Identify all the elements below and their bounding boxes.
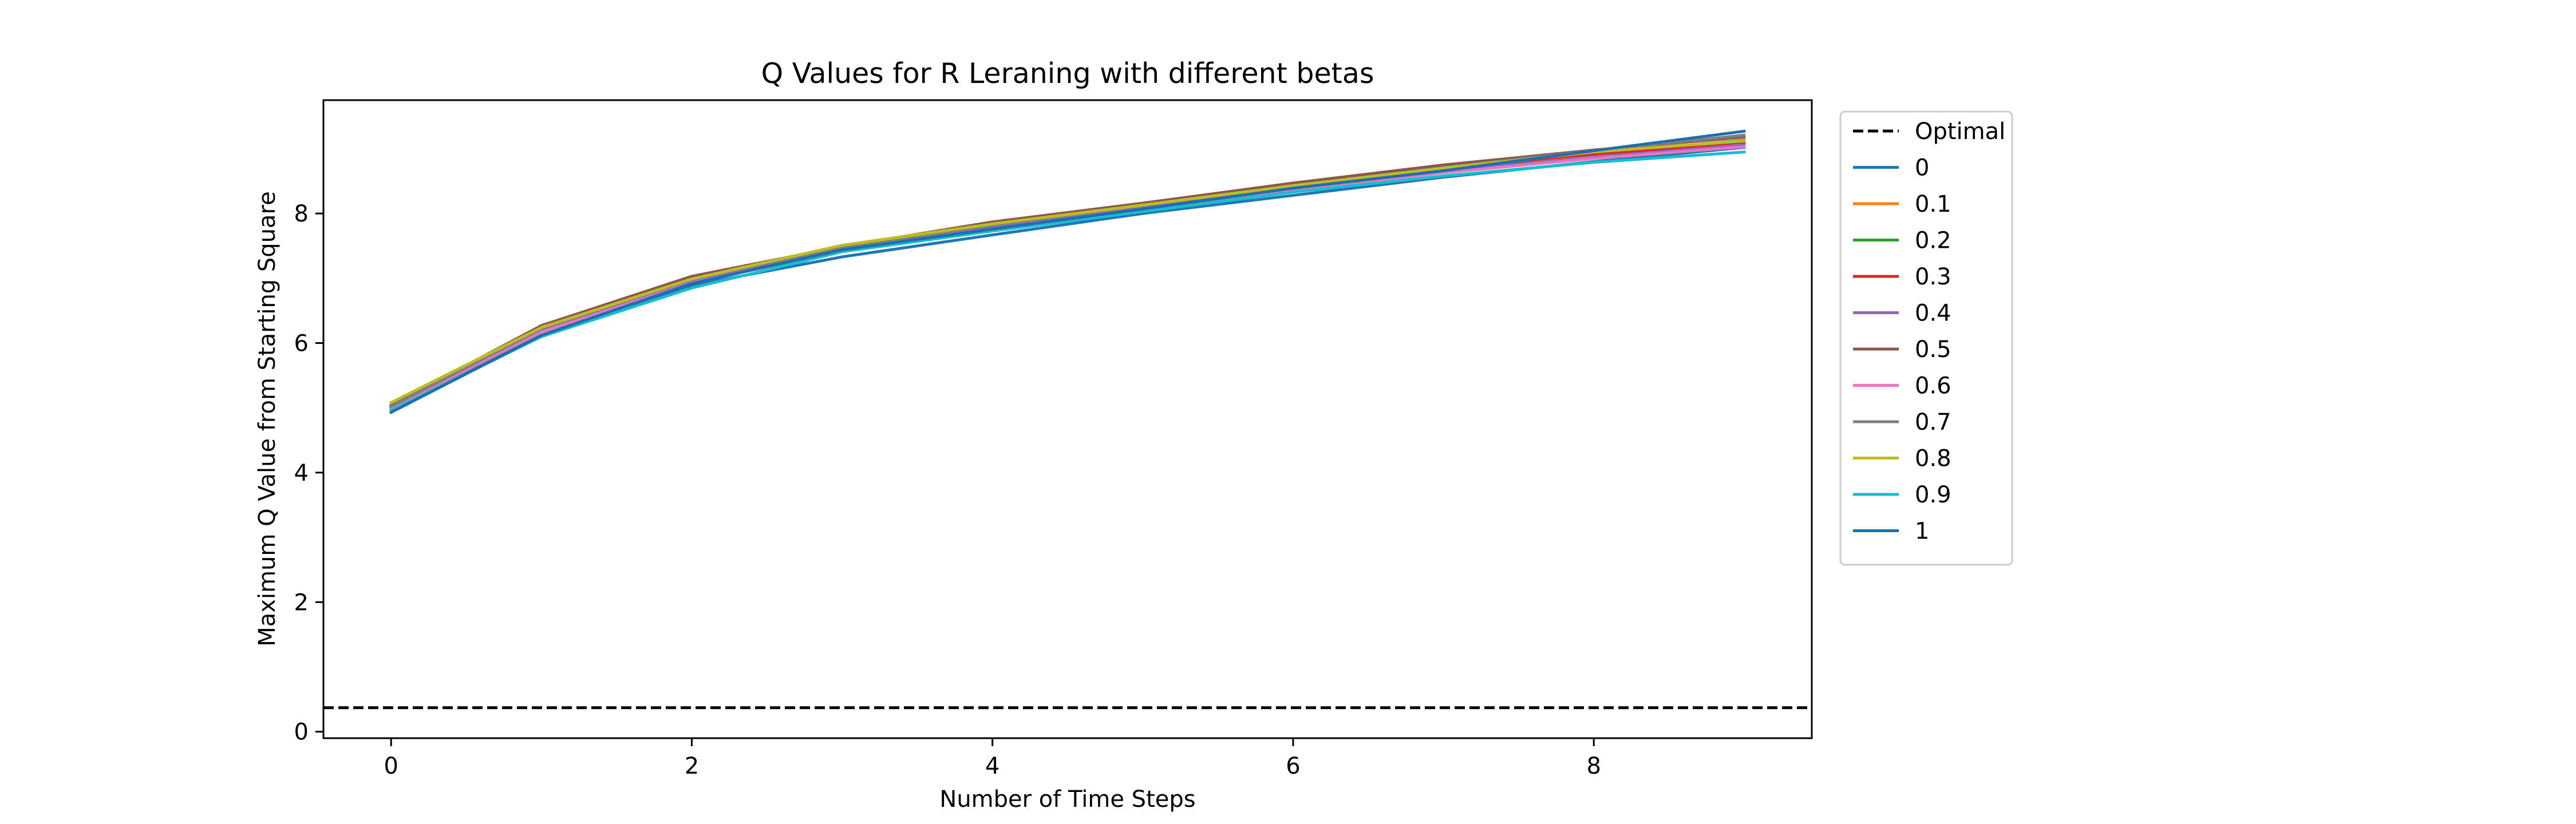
x-tick-label: 6 (1286, 753, 1300, 779)
y-tick-label: 8 (294, 201, 309, 227)
legend-label: 0.7 (1915, 409, 1951, 435)
x-tick-label: 2 (685, 753, 699, 779)
series-line-0-8 (389, 139, 1746, 405)
legend-label: 0.8 (1915, 446, 1951, 472)
series-line-0-2 (389, 138, 1746, 409)
x-tick-label: 8 (1586, 753, 1601, 779)
series-line-1 (389, 129, 1746, 414)
legend-label: 0.5 (1915, 336, 1951, 363)
y-tick-label: 4 (294, 460, 309, 486)
series-line-0-3 (389, 142, 1746, 409)
x-axis-label: Number of Time Steps (939, 786, 1195, 813)
chart-title: Q Values for R Leraning with different b… (761, 57, 1374, 90)
series-line-0-4 (389, 143, 1746, 409)
legend-label: Optimal (1915, 118, 2005, 145)
series-line-0-6 (389, 145, 1746, 410)
legend-label: 0.9 (1915, 482, 1951, 508)
plot-frame (322, 99, 1813, 739)
legend-label: 0.6 (1915, 373, 1951, 399)
legend-label: 0.1 (1915, 191, 1951, 217)
legend-label: 0.2 (1915, 228, 1951, 254)
series-line-0-1 (389, 140, 1746, 410)
legend-label: 1 (1915, 518, 1929, 545)
series-line-0 (389, 145, 1746, 412)
legend: Optimal 0 0.1 0.2 0.3 0.4 0.5 0.6 0.7 0.8 0.9 1 (1839, 110, 2013, 566)
legend-label: 0.3 (1915, 264, 1951, 290)
y-tick-label: 2 (294, 589, 309, 616)
series-line-0-7 (389, 133, 1746, 409)
series-line-0-9 (389, 150, 1746, 413)
series-line-0-5 (389, 135, 1746, 407)
x-tick-label: 4 (985, 753, 999, 779)
legend-box (1839, 110, 2013, 566)
plot-lines (323, 129, 1812, 710)
axis-ticks: 0 2 4 6 8 0 2 4 6 8 (294, 201, 1601, 779)
y-axis-label: Maximum Q Value from Starting Square (254, 191, 280, 646)
x-tick-label: 0 (384, 753, 398, 779)
legend-label: 0.4 (1915, 300, 1951, 327)
y-tick-label: 6 (294, 330, 309, 356)
y-tick-label: 0 (294, 719, 309, 746)
legend-label: 0 (1915, 155, 1929, 181)
